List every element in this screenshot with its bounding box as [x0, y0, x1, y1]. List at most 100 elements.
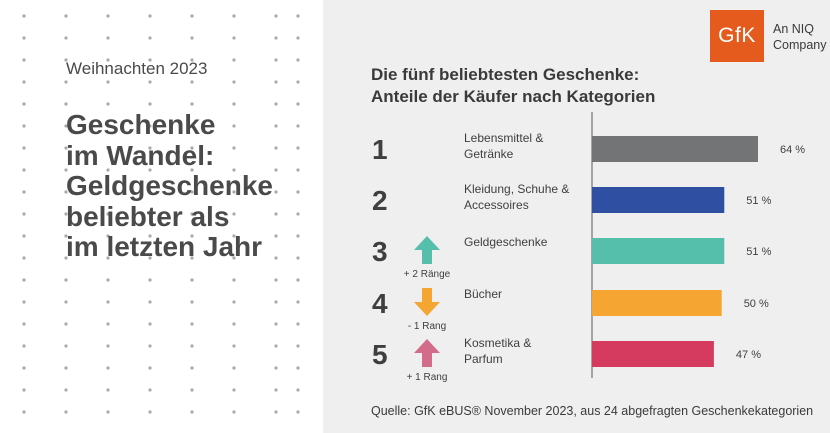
- grid-dot: [190, 278, 194, 282]
- grid-dot: [148, 234, 152, 238]
- grid-dot: [148, 322, 152, 326]
- grid-dot: [106, 410, 110, 414]
- grid-dot: [148, 124, 152, 128]
- chart-title: Die fünf beliebtesten Geschenke: Anteile…: [371, 64, 655, 108]
- value-label: 50 %: [744, 298, 769, 310]
- grid-dot: [274, 344, 278, 348]
- grid-dot: [148, 388, 152, 392]
- grid-dot: [22, 168, 26, 172]
- grid-dot: [148, 190, 152, 194]
- grid-dot: [106, 14, 110, 18]
- grid-dot: [22, 190, 26, 194]
- grid-dot: [22, 36, 26, 40]
- grid-dot: [190, 190, 194, 194]
- headline-line: im letzten Jahr: [66, 231, 263, 262]
- grid-dot: [148, 80, 152, 84]
- grid-dot: [106, 366, 110, 370]
- value-label: 64 %: [780, 144, 805, 156]
- grid-dot: [106, 168, 110, 172]
- grid-dot: [296, 190, 300, 194]
- grid-dot: [64, 80, 68, 84]
- grid-dot: [296, 124, 300, 128]
- grid-dot: [64, 322, 68, 326]
- left-panel: Weihnachten 2023 Geschenke im Wandel: Ge…: [0, 0, 323, 433]
- grid-dot: [296, 388, 300, 392]
- category-label: Accessoires: [464, 198, 529, 212]
- value-label: 51 %: [746, 246, 771, 258]
- grid-dot: [106, 300, 110, 304]
- grid-dot: [296, 256, 300, 260]
- value-label: 51 %: [746, 195, 771, 207]
- grid-dot: [148, 212, 152, 216]
- grid-dot: [190, 256, 194, 260]
- grid-dot: [22, 58, 26, 62]
- category-label: Getränke: [464, 147, 514, 161]
- grid-dot: [232, 146, 236, 150]
- grid-dot: [64, 190, 68, 194]
- grid-dot: [22, 256, 26, 260]
- grid-dot: [22, 300, 26, 304]
- category-label: Bücher: [464, 287, 502, 301]
- grid-dot: [274, 124, 278, 128]
- grid-dot: [296, 278, 300, 282]
- rank-change-label: + 2 Ränge: [404, 269, 451, 280]
- grid-dot: [148, 300, 152, 304]
- grid-dot: [22, 278, 26, 282]
- arrow-down-icon: [414, 288, 440, 316]
- grid-dot: [232, 102, 236, 106]
- grid-dot: [106, 344, 110, 348]
- grid-dot: [296, 410, 300, 414]
- grid-dot: [232, 168, 236, 172]
- grid-dot: [296, 58, 300, 62]
- grid-dot: [190, 146, 194, 150]
- grid-dot: [296, 300, 300, 304]
- rank-change-label: + 1 Rang: [407, 372, 448, 383]
- headline: Geschenke im Wandel: Geldgeschenke belie…: [66, 109, 316, 263]
- headline-line: Geschenke: [66, 109, 216, 140]
- grid-dot: [232, 14, 236, 18]
- grid-dot: [232, 278, 236, 282]
- grid-dot: [190, 388, 194, 392]
- grid-dot: [148, 410, 152, 414]
- grid-dot: [296, 80, 300, 84]
- grid-dot: [274, 212, 278, 216]
- value-label: 47 %: [736, 349, 761, 361]
- grid-dot: [106, 146, 110, 150]
- grid-dot: [274, 410, 278, 414]
- grid-dot: [190, 212, 194, 216]
- category-label: Kleidung, Schuhe &: [464, 182, 569, 196]
- grid-dot: [106, 234, 110, 238]
- grid-dot: [64, 168, 68, 172]
- right-panel: [323, 0, 830, 433]
- grid-dot: [296, 102, 300, 106]
- grid-dot: [274, 190, 278, 194]
- grid-dot: [106, 36, 110, 40]
- category-label: Lebensmittel &: [464, 131, 543, 145]
- grid-dot: [190, 300, 194, 304]
- grid-dot: [232, 300, 236, 304]
- category-label: Parfum: [464, 352, 503, 366]
- grid-dot: [232, 80, 236, 84]
- grid-dot: [22, 388, 26, 392]
- grid-dot: [296, 36, 300, 40]
- grid-dot: [106, 58, 110, 62]
- bar: [592, 341, 714, 367]
- grid-dot: [64, 300, 68, 304]
- category-label: Geldgeschenke: [464, 235, 548, 249]
- grid-dot: [190, 14, 194, 18]
- grid-dot: [22, 234, 26, 238]
- grid-dot: [22, 146, 26, 150]
- dot-grid-decoration: [22, 14, 300, 414]
- grid-dot: [296, 14, 300, 18]
- gfk-logo: GfK: [710, 10, 764, 62]
- headline-line: im Wandel:: [66, 139, 215, 171]
- rank-number: 5: [372, 339, 388, 370]
- grid-dot: [274, 256, 278, 260]
- rank-number: 3: [372, 236, 388, 267]
- grid-dot: [22, 212, 26, 216]
- rank-number: 4: [372, 288, 388, 319]
- grid-dot: [296, 212, 300, 216]
- grid-dot: [64, 278, 68, 282]
- bar: [592, 238, 725, 264]
- grid-dot: [64, 366, 68, 370]
